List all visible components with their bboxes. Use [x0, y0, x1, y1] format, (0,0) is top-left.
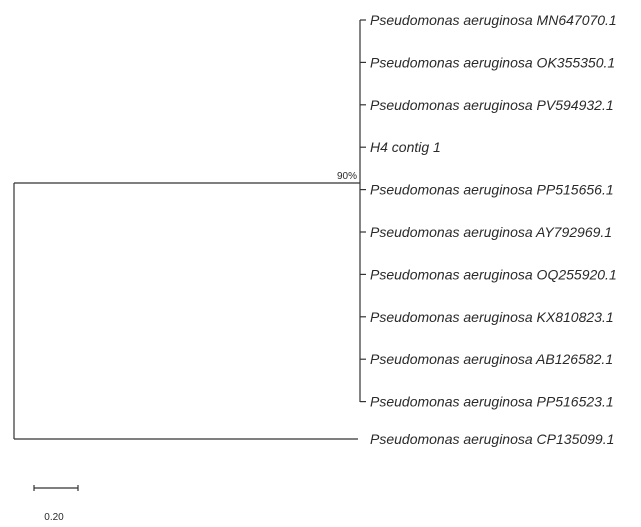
leaf-label: Pseudomonas aeruginosa PP516523.1 — [370, 394, 614, 410]
leaf-group: Pseudomonas aeruginosa MN647070.1 Pseudo… — [360, 12, 617, 410]
leaf-label: Pseudomonas aeruginosa AY792969.1 — [370, 224, 612, 240]
scale-bar: 0.20 — [33, 485, 79, 523]
leaf-label: Pseudomonas aeruginosa OQ255920.1 — [370, 266, 617, 282]
support-value: 90% — [337, 171, 357, 182]
outgroup-label: Pseudomonas aeruginosa CP135099.1 — [370, 431, 614, 447]
leaf-label: Pseudomonas aeruginosa OK355350.1 — [370, 54, 615, 70]
leaf-label: Pseudomonas aeruginosa MN647070.1 — [370, 12, 617, 28]
leaf-label: H4 contig 1 — [370, 139, 441, 155]
leaf-label: Pseudomonas aeruginosa PV594932.1 — [370, 97, 614, 113]
leaf-label: Pseudomonas aeruginosa PP515656.1 — [370, 182, 614, 198]
leaf-label: Pseudomonas aeruginosa KX810823.1 — [370, 309, 614, 325]
leaf-label: Pseudomonas aeruginosa AB126582.1 — [370, 351, 613, 367]
scale-bar-label: 0.20 — [44, 512, 64, 523]
